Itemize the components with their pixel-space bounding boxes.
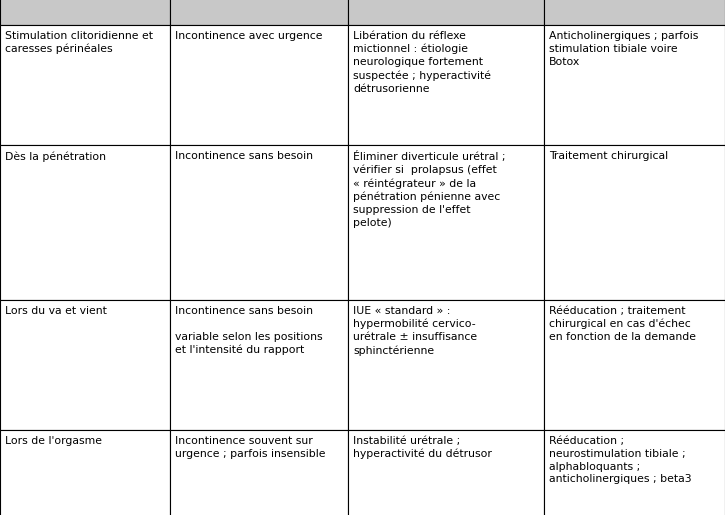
Text: Éliminer diverticule urétral ;
vérifier si  prolapsus (effet
« réintégrateur » d: Éliminer diverticule urétral ; vérifier …	[353, 151, 505, 228]
Text: Rééducation ; traitement
chirurgical en cas d'échec
en fonction de la demande: Rééducation ; traitement chirurgical en …	[549, 306, 696, 342]
Text: Stimulation clitoridienne et
caresses périnéales: Stimulation clitoridienne et caresses pé…	[5, 31, 153, 55]
Text: Anticholinergiques ; parfois
stimulation tibiale voire
Botox: Anticholinergiques ; parfois stimulation…	[549, 31, 698, 66]
Text: IUE « standard » :
hypermobilité cervico-
urétrale ± insuffisance
sphinctérienne: IUE « standard » : hypermobilité cervico…	[353, 306, 477, 356]
Text: Dès la pénétration: Dès la pénétration	[5, 151, 106, 162]
Text: Incontinence souvent sur
urgence ; parfois insensible: Incontinence souvent sur urgence ; parfo…	[175, 436, 326, 459]
Text: Incontinence avec urgence: Incontinence avec urgence	[175, 31, 323, 41]
Text: Instabilité urétrale ;
hyperactivité du détrusor: Instabilité urétrale ; hyperactivité du …	[353, 436, 492, 459]
Text: Libération du réflexe
mictionnel : étiologie
neurologique fortement
suspectée ; : Libération du réflexe mictionnel : étiol…	[353, 31, 491, 94]
Text: Lors du va et vient: Lors du va et vient	[5, 306, 107, 316]
Text: Incontinence sans besoin

variable selon les positions
et l'intensité du rapport: Incontinence sans besoin variable selon …	[175, 306, 323, 355]
Text: Lors de l'orgasme: Lors de l'orgasme	[5, 436, 102, 446]
Text: Traitement chirurgical: Traitement chirurgical	[549, 151, 668, 161]
Text: Incontinence sans besoin: Incontinence sans besoin	[175, 151, 313, 161]
Text: Rééducation ;
neurostimulation tibiale ;
alphabloquants ;
anticholinergiques ; b: Rééducation ; neurostimulation tibiale ;…	[549, 436, 692, 485]
